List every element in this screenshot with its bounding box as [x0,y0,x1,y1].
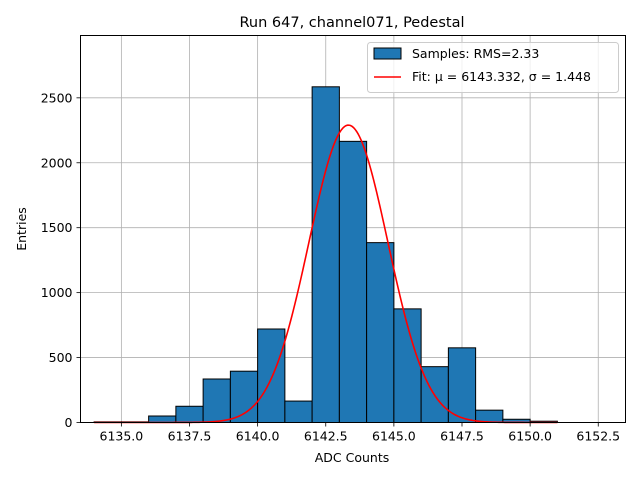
x-axis-label: ADC Counts [315,450,390,465]
histogram-bar [311,86,340,424]
y-tick-label: 1500 [41,220,73,235]
y-axis-label: Entries [14,207,29,251]
legend-swatch-samples [373,47,402,60]
legend-box [367,42,619,93]
x-tick-label: 6142.5 [304,429,348,444]
plot-frame [80,35,626,423]
y-tick-label: 2500 [41,90,73,105]
legend-label-samples: Samples: RMS=2.33 [412,46,539,61]
x-tick-label: 6147.5 [440,429,484,444]
histogram-bar [148,415,177,424]
histogram-bar [257,328,286,423]
histogram-bars [93,86,558,424]
histogram-bar [447,347,477,423]
histogram-bar [229,370,259,424]
x-axis-ticks: 6135.0 6137.5 6140.0 6142.5 6145.0 6147.5 6150… [100,422,620,444]
histogram-bar [175,405,204,424]
legend-label-fit: Fit: μ = 6143.332, σ = 1.448 [412,69,591,84]
y-tick-label: 0 [65,415,73,430]
y-axis-ticks: 0 500 1000 1500 2000 2500 [41,90,81,430]
x-tick-label: 6140.0 [236,429,280,444]
y-tick-label: 500 [49,350,73,365]
x-tick-label: 6135.0 [100,429,144,444]
legend: Samples: RMS=2.33 Fit: μ = 6143.332, σ =… [367,42,619,93]
histogram-bar [202,378,231,423]
x-tick-label: 6150.0 [508,429,552,444]
histogram-bar [366,242,395,423]
x-tick-label: 6137.5 [168,429,212,444]
chart-title: Run 647, channel071, Pedestal [239,15,464,31]
y-tick-label: 2000 [41,155,73,170]
histogram-bar [284,400,313,423]
histogram-bar [338,140,368,423]
x-tick-label: 6152.5 [576,429,620,444]
y-tick-label: 1000 [41,285,73,300]
x-tick-label: 6145.0 [372,429,416,444]
